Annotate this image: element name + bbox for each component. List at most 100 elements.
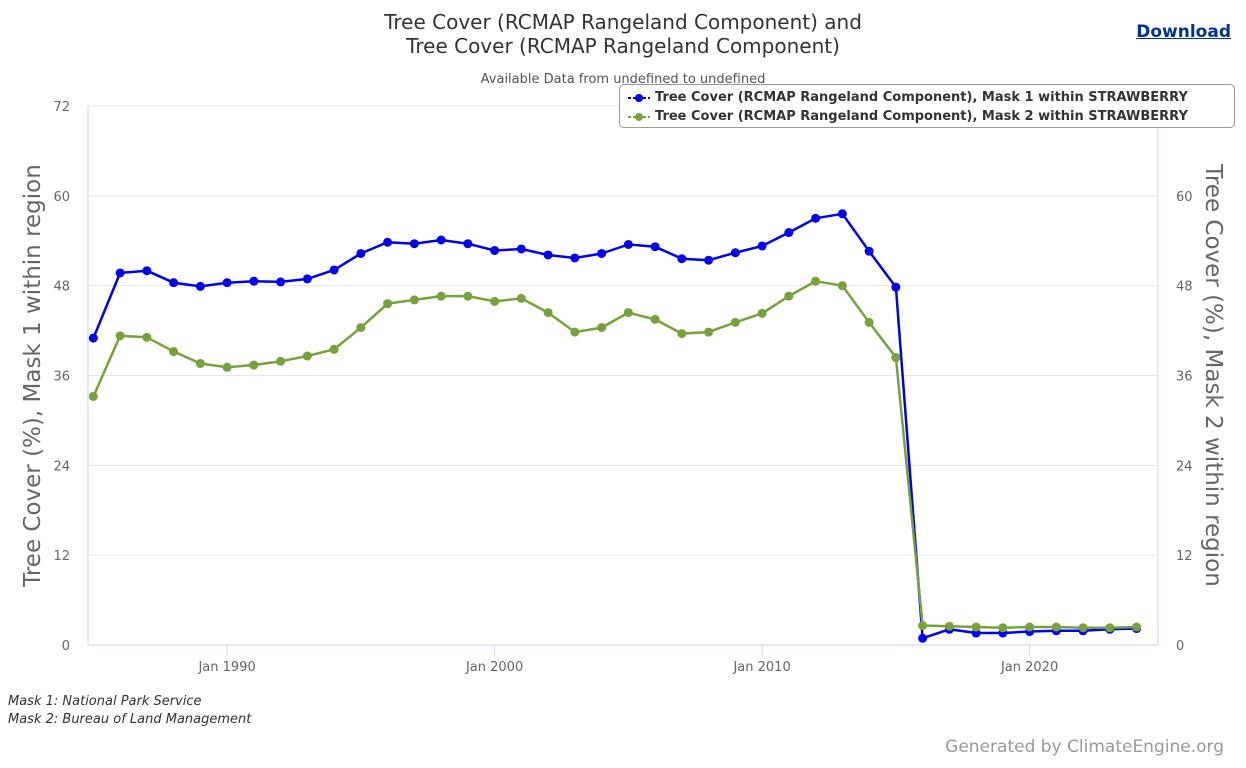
data-point: [677, 254, 687, 264]
data-point: [570, 327, 580, 337]
data-point: [543, 250, 553, 260]
data-point: [784, 291, 794, 301]
data-point: [516, 293, 526, 303]
legend-label-series-2: Tree Cover (RCMAP Rangeland Component), …: [655, 109, 1188, 124]
data-point: [864, 246, 874, 256]
data-point: [891, 282, 901, 292]
data-point: [249, 276, 259, 286]
x-tick-label: Jan 1990: [197, 660, 255, 675]
chart-legend: Tree Cover (RCMAP Rangeland Component), …: [619, 84, 1235, 128]
series-layer: [88, 209, 1142, 643]
data-point: [623, 308, 633, 318]
data-point: [837, 281, 847, 291]
data-point: [837, 209, 847, 219]
data-point: [891, 353, 901, 363]
mask-notes: Mask 1: National Park Service Mask 2: Bu…: [8, 693, 251, 729]
data-point: [704, 327, 714, 337]
data-point: [730, 317, 740, 327]
y-axis-right-label: Tree Cover (%), Mask 2 within region: [1200, 163, 1226, 587]
legend-item-series-2[interactable]: Tree Cover (RCMAP Rangeland Component), …: [628, 107, 1226, 126]
data-point: [142, 266, 152, 276]
y-tick-label-left: 36: [53, 370, 70, 385]
data-point: [1105, 623, 1115, 633]
series-line-2: [92, 279, 1137, 630]
data-point: [811, 213, 821, 223]
data-point: [463, 291, 473, 301]
x-tick-label: Jan 2010: [732, 660, 790, 675]
legend-item-series-1[interactable]: Tree Cover (RCMAP Rangeland Component), …: [628, 88, 1226, 107]
data-point: [811, 276, 821, 286]
x-tick-label: Jan 2000: [465, 660, 523, 675]
x-tick-label: Jan 2020: [1000, 660, 1058, 675]
data-point: [302, 274, 312, 284]
data-point: [356, 323, 366, 333]
data-point: [409, 295, 419, 305]
y-tick-label-right: 48: [1176, 280, 1193, 295]
data-point: [436, 291, 446, 301]
data-point: [730, 248, 740, 258]
data-point: [383, 237, 393, 247]
series-2: [88, 276, 1142, 633]
data-point: [222, 278, 232, 288]
data-point: [142, 332, 152, 342]
data-point: [543, 308, 553, 318]
series-1: [88, 209, 1142, 643]
y-axis-left-label: Tree Cover (%), Mask 1 within region: [20, 164, 46, 588]
chart-title-line-1: Tree Cover (RCMAP Rangeland Component) a…: [384, 10, 862, 34]
credits-text: Generated by ClimateEngine.org: [945, 737, 1224, 757]
data-point: [704, 255, 714, 265]
data-point: [356, 248, 366, 258]
data-point: [1132, 622, 1142, 632]
data-point: [115, 331, 125, 341]
data-point: [329, 344, 339, 354]
data-point: [1051, 622, 1061, 632]
y-tick-label-right: 12: [1176, 549, 1193, 564]
grid-lines: [88, 105, 1158, 556]
data-point: [516, 244, 526, 254]
y-tick-label-left: 12: [53, 549, 70, 564]
data-point: [1025, 622, 1035, 632]
data-point: [918, 633, 928, 643]
data-point: [463, 239, 473, 249]
chart-title-line-2: Tree Cover (RCMAP Rangeland Component): [406, 34, 840, 58]
y-tick-label-left: 0: [62, 639, 70, 654]
data-point: [757, 241, 767, 251]
data-point: [998, 623, 1008, 633]
data-point: [623, 239, 633, 249]
data-point: [757, 308, 767, 318]
data-point: [597, 248, 607, 258]
data-point: [169, 347, 179, 357]
download-link[interactable]: Download: [1136, 22, 1231, 42]
data-point: [169, 278, 179, 288]
mask-1-note: Mask 1: National Park Service: [8, 694, 202, 709]
data-point: [490, 245, 500, 255]
data-point: [195, 281, 205, 291]
y-tick-label-right: 60: [1176, 190, 1193, 205]
data-point: [971, 622, 981, 632]
data-point: [115, 268, 125, 278]
y-tick-label-right: 0: [1176, 639, 1184, 654]
data-point: [195, 359, 205, 369]
data-point: [383, 299, 393, 309]
data-point: [88, 391, 98, 401]
data-point: [784, 228, 794, 238]
legend-label-series-1: Tree Cover (RCMAP Rangeland Component), …: [655, 90, 1188, 105]
mask-2-note: Mask 2: Bureau of Land Management: [8, 712, 252, 727]
data-point: [409, 239, 419, 249]
chart-subtitle: Available Data from undefined to undefin…: [480, 72, 766, 87]
data-point: [944, 621, 954, 631]
data-point: [864, 317, 874, 327]
data-point: [570, 253, 580, 263]
data-point: [490, 296, 500, 306]
data-point: [249, 360, 259, 370]
y-tick-label-left: 48: [53, 280, 70, 295]
y-tick-label-right: 36: [1176, 370, 1193, 385]
legend-marker-series-2: [628, 112, 650, 121]
y-tick-label-left: 72: [53, 100, 70, 115]
y-tick-label-right: 24: [1176, 459, 1193, 474]
data-point: [650, 242, 660, 252]
legend-marker-series-1: [628, 93, 650, 102]
data-point: [222, 362, 232, 372]
